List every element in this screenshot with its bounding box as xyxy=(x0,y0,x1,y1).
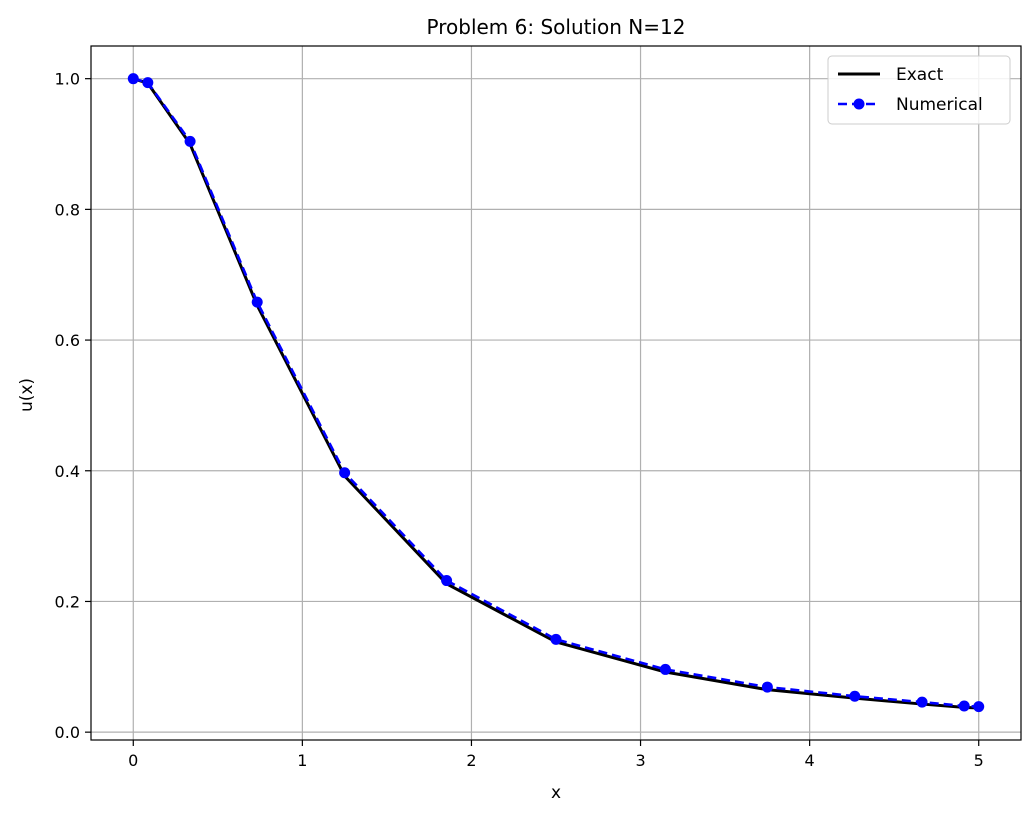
numerical-data-point xyxy=(441,575,453,587)
y-tick-label: 0.6 xyxy=(55,331,80,350)
y-tick-label: 1.0 xyxy=(55,70,80,89)
numerical-data-point xyxy=(973,701,985,713)
x-tick-label: 3 xyxy=(635,751,645,770)
plot-frame xyxy=(90,45,1022,741)
x-tick-label: 5 xyxy=(974,751,984,770)
chart-title: Problem 6: Solution N=12 xyxy=(427,15,686,39)
y-tick-label: 0.8 xyxy=(55,200,80,219)
numerical-data-point xyxy=(659,663,671,675)
numerical-data-point xyxy=(958,700,970,712)
numerical-data-point xyxy=(184,135,196,147)
y-tick-label: 0.2 xyxy=(55,592,80,611)
numerical-data-point xyxy=(127,73,139,85)
x-axis-label: x xyxy=(551,783,561,803)
numerical-data-point xyxy=(142,77,154,89)
y-tick-label: 0.0 xyxy=(55,723,80,742)
axis-ticks: 0 1 2 3 4 5 0.0 0.2 0.4 0.6 0.8 1.0 xyxy=(55,70,984,770)
plot-series xyxy=(127,73,985,713)
y-tick-label: 0.4 xyxy=(55,462,80,481)
legend-numerical-label: Numerical xyxy=(896,95,983,115)
legend: Exact Numerical xyxy=(827,55,1011,125)
numerical-data-point xyxy=(339,467,351,479)
x-tick-label: 1 xyxy=(297,751,307,770)
x-tick-label: 2 xyxy=(466,751,476,770)
numerical-data-point xyxy=(251,296,263,308)
legend-exact-label: Exact xyxy=(896,65,944,85)
legend-numerical-marker xyxy=(853,98,865,110)
numerical-data-point xyxy=(849,690,861,702)
y-axis-label: u(x) xyxy=(17,378,37,412)
x-tick-label: 4 xyxy=(805,751,815,770)
numerical-data-point xyxy=(550,633,562,645)
numerical-data-point xyxy=(761,681,773,693)
numerical-data-point xyxy=(916,696,928,708)
x-tick-label: 0 xyxy=(128,751,138,770)
